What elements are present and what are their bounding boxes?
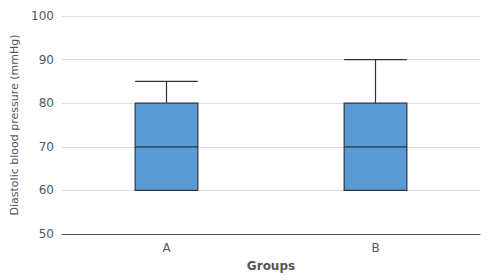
svg-text:70: 70: [39, 140, 54, 154]
svg-text:80: 80: [39, 96, 54, 110]
svg-text:90: 90: [39, 53, 54, 67]
svg-text:100: 100: [31, 9, 54, 23]
svg-text:Diastolic blood pressure (mmHg: Diastolic blood pressure (mmHg): [8, 35, 21, 216]
svg-text:B: B: [371, 241, 379, 255]
svg-text:A: A: [162, 241, 171, 255]
svg-text:50: 50: [39, 227, 54, 241]
svg-text:Groups: Groups: [247, 259, 295, 273]
svg-text:60: 60: [39, 183, 54, 197]
